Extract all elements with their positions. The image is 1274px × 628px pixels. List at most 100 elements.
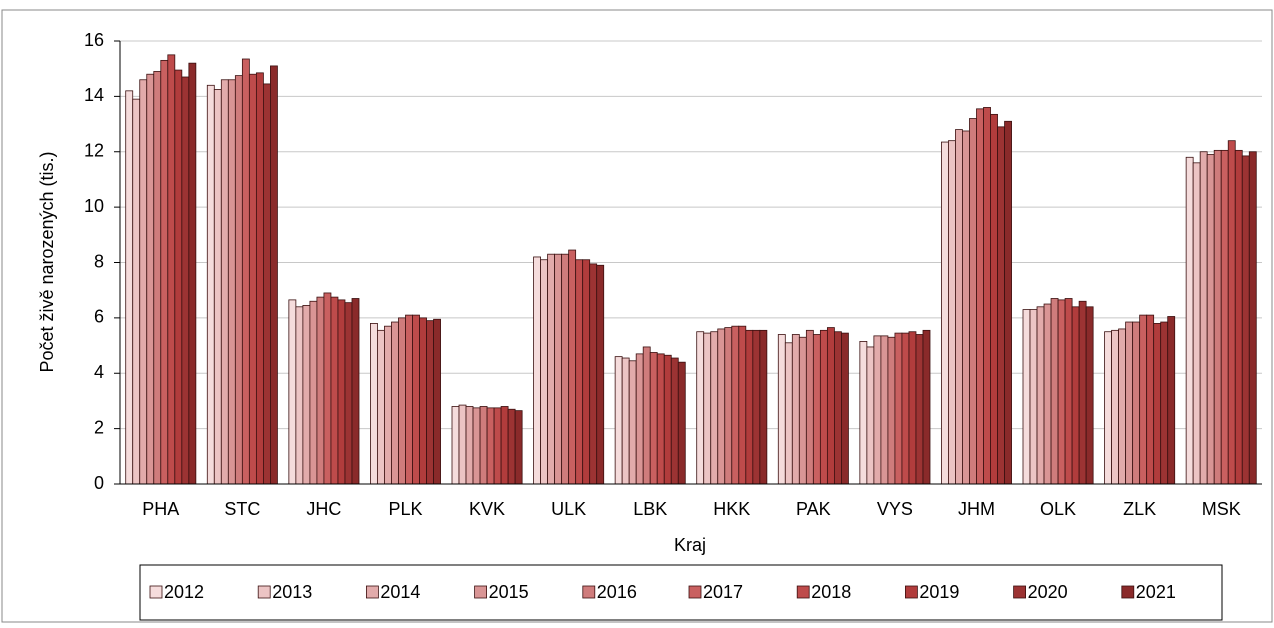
- bar: [677, 361, 686, 485]
- bar: [1153, 323, 1162, 485]
- bar: [703, 332, 712, 485]
- bar: [731, 325, 740, 485]
- bar: [561, 253, 570, 485]
- bar: [146, 73, 155, 485]
- legend-swatch: [796, 585, 810, 599]
- bar: [614, 356, 623, 485]
- bar: [922, 329, 931, 485]
- bar: [370, 323, 378, 485]
- bar: [621, 357, 630, 485]
- bar: [248, 73, 257, 485]
- bar: [227, 79, 236, 485]
- legend-label: 2013: [272, 582, 312, 602]
- bar: [752, 329, 761, 485]
- bar: [344, 302, 353, 485]
- x-tick-label: PHA: [142, 499, 179, 519]
- bar: [533, 256, 541, 485]
- bar: [948, 140, 956, 485]
- bar: [540, 259, 548, 485]
- bar: [255, 72, 264, 485]
- x-tick-label: STC: [224, 499, 260, 519]
- bar: [738, 325, 747, 485]
- bar: [866, 346, 875, 485]
- bar: [465, 406, 474, 485]
- x-tick-label: VYS: [877, 499, 913, 519]
- legend-box: [139, 564, 1223, 621]
- bar: [901, 332, 910, 485]
- bar: [1213, 149, 1222, 485]
- legend-swatch: [257, 585, 271, 599]
- bar: [582, 259, 591, 485]
- bar: [745, 329, 754, 485]
- y-tick-label: 16: [84, 30, 104, 50]
- bar: [784, 342, 793, 485]
- bar: [1125, 321, 1134, 485]
- bar: [493, 407, 502, 485]
- bar: [908, 331, 917, 485]
- bar: [507, 408, 516, 485]
- bar: [398, 317, 406, 485]
- bar: [181, 76, 190, 485]
- bar: [295, 306, 304, 485]
- x-tick-label: PAK: [796, 499, 831, 519]
- legend-label: 2016: [597, 582, 637, 602]
- bar: [955, 129, 963, 485]
- bar: [759, 329, 768, 485]
- bar: [1167, 316, 1176, 485]
- bar: [969, 118, 977, 485]
- bar: [941, 141, 949, 485]
- bar: [263, 83, 271, 485]
- bar: [663, 354, 672, 485]
- bar: [1248, 151, 1257, 485]
- bar: [915, 334, 924, 485]
- bar: [568, 249, 577, 485]
- bar: [479, 406, 488, 485]
- bar: [188, 62, 197, 485]
- bar: [514, 410, 523, 485]
- bar: [1029, 309, 1038, 485]
- bar: [302, 305, 311, 485]
- bar: [309, 300, 318, 485]
- bar: [1022, 309, 1031, 485]
- bar: [880, 335, 889, 485]
- legend-swatch: [688, 585, 702, 599]
- bar: [1036, 306, 1045, 485]
- bar: [160, 59, 169, 485]
- bar: [1192, 162, 1201, 485]
- x-tick-label: JHM: [958, 499, 995, 519]
- bar: [1050, 298, 1059, 485]
- bar: [330, 296, 339, 485]
- legend-swatch: [905, 585, 918, 599]
- bar: [834, 331, 842, 485]
- bar: [426, 320, 434, 485]
- bar: [174, 69, 183, 485]
- bar: [153, 71, 162, 485]
- bar: [500, 406, 509, 485]
- bar: [656, 353, 665, 485]
- bar: [132, 98, 141, 485]
- bar: [1227, 140, 1236, 485]
- bar: [717, 328, 726, 485]
- bar: [384, 325, 392, 485]
- bar: [1234, 149, 1243, 485]
- bar: [841, 332, 849, 485]
- bar: [1004, 120, 1012, 485]
- bar: [724, 327, 733, 485]
- bar: [220, 79, 229, 485]
- legend-swatch: [1013, 585, 1026, 599]
- y-tick-label: 10: [84, 196, 104, 216]
- y-tick-label: 12: [84, 141, 104, 161]
- bar: [458, 404, 467, 485]
- x-tick-label: KVK: [469, 499, 505, 519]
- bar: [1139, 314, 1148, 485]
- bar: [696, 331, 705, 485]
- bar: [405, 314, 413, 485]
- bar: [589, 263, 598, 485]
- legend-label: 2012: [164, 582, 204, 602]
- legend-label: 2015: [489, 582, 529, 602]
- y-tick-label: 14: [84, 85, 104, 105]
- x-tick-label: JHC: [306, 499, 341, 519]
- bar: [554, 253, 563, 485]
- y-tick-label: 6: [94, 307, 104, 327]
- legend-label: 2018: [811, 582, 851, 602]
